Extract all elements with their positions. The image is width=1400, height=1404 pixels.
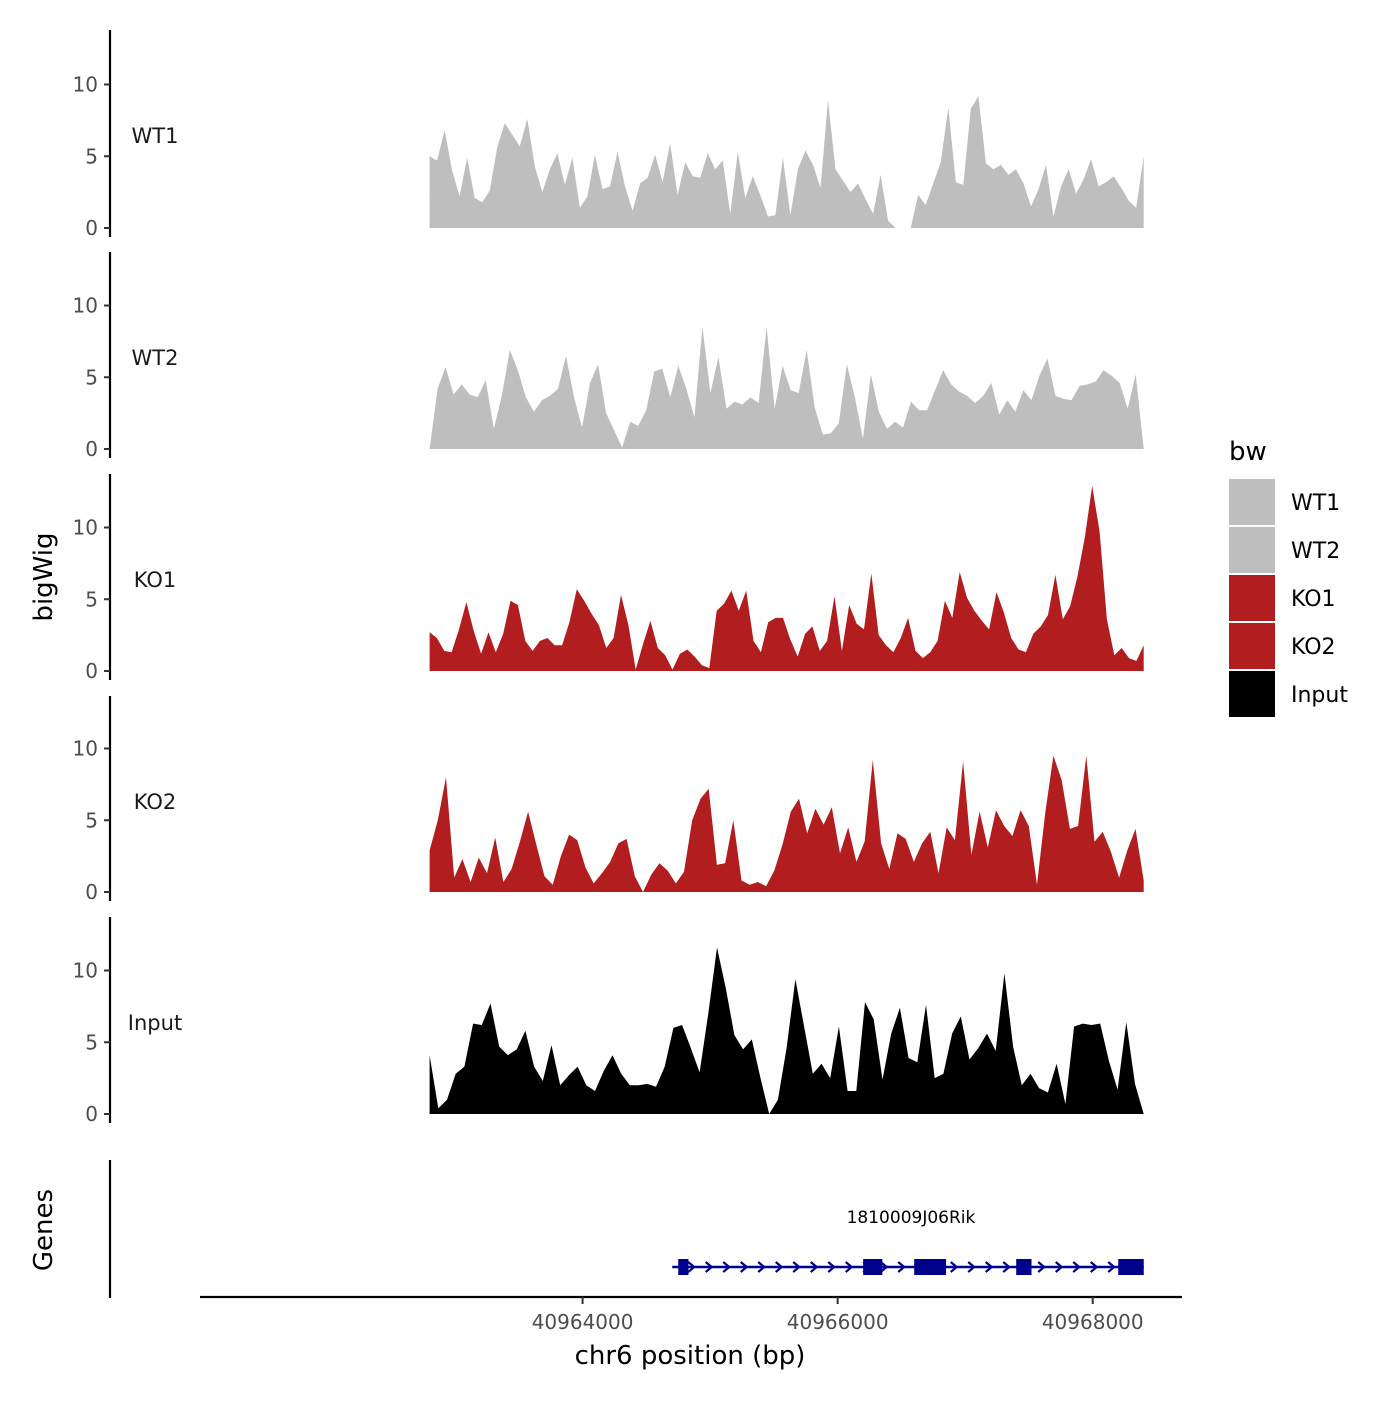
x-tick-label-1: 40966000 xyxy=(787,1310,889,1334)
y-tick-label-wt1-0: 0 xyxy=(85,216,98,240)
y-tick-label-wt1-5: 5 xyxy=(85,144,98,168)
y-tick-label-ko1-0: 0 xyxy=(85,659,98,683)
track-input: 0 5 10 Input xyxy=(73,917,1144,1126)
y-tick-label-wt1-10: 10 xyxy=(73,73,98,97)
x-tick-label-2: 40968000 xyxy=(1042,1310,1144,1334)
track-wt1: 0 5 10 WT1 xyxy=(73,30,1144,240)
track-wt2: 0 5 10 WT2 xyxy=(73,252,1144,461)
gene-track: Genes 1810009J06Rik xyxy=(29,1160,1144,1298)
legend-key-wt2 xyxy=(1229,527,1275,573)
y-tick-label-wt2-0: 0 xyxy=(85,437,98,461)
signal-area-wt2 xyxy=(429,327,1144,449)
gene-exon-5 xyxy=(1118,1259,1144,1275)
legend-label-ko2: KO2 xyxy=(1291,635,1336,660)
y-tick-label-ko2-0: 0 xyxy=(85,880,98,904)
x-axis-title: chr6 position (bp) xyxy=(575,1341,806,1371)
signal-area-ko1 xyxy=(429,485,1144,671)
genes-axis-title: Genes xyxy=(29,1189,59,1271)
legend-label-wt1: WT1 xyxy=(1291,491,1340,516)
tracks-layer: 0 5 10 WT1 0 5 10 WT2 0 5 10 KO1 0 5 10 KO2 0 5 10 Input xyxy=(73,30,1144,1126)
y-tick-label-wt2-5: 5 xyxy=(85,365,98,389)
y-tick-label-ko2-10: 10 xyxy=(73,737,98,761)
signal-area-wt1 xyxy=(429,96,1144,228)
gene-1810009j06rik: 1810009J06Rik xyxy=(672,1208,1144,1275)
legend-label-ko1: KO1 xyxy=(1291,587,1336,612)
legend-key-ko1 xyxy=(1229,575,1275,621)
track-label-input: Input xyxy=(128,1011,182,1035)
signal-area-input xyxy=(429,947,1144,1114)
legend-label-wt2: WT2 xyxy=(1291,539,1340,564)
legend-key-ko2 xyxy=(1229,623,1275,669)
track-label-ko1: KO1 xyxy=(134,568,177,592)
y-tick-label-input-5: 5 xyxy=(85,1030,98,1054)
y-tick-label-wt2-10: 10 xyxy=(73,294,98,318)
track-ko2: 0 5 10 KO2 xyxy=(73,696,1144,904)
y-tick-label-input-0: 0 xyxy=(85,1102,98,1126)
y-axis-title: bigWig xyxy=(29,532,59,621)
track-ko1: 0 5 10 KO1 xyxy=(73,474,1144,683)
y-tick-label-ko1-5: 5 xyxy=(85,587,98,611)
gene-exon-4 xyxy=(1016,1259,1032,1275)
axis-layer: bigWig 40964000 40966000 40968000 chr6 posit… xyxy=(29,532,1182,1371)
gene-exon-3 xyxy=(914,1259,947,1275)
y-tick-label-input-10: 10 xyxy=(73,959,98,983)
gene-label: 1810009J06Rik xyxy=(847,1208,976,1228)
y-tick-label-ko1-10: 10 xyxy=(73,516,98,540)
track-label-ko2: KO2 xyxy=(134,790,177,814)
legend-key-input xyxy=(1229,671,1275,717)
legend-label-input: Input xyxy=(1291,683,1348,708)
gene-exon-1 xyxy=(678,1259,689,1275)
legend-key-wt1 xyxy=(1229,479,1275,525)
track-label-wt2: WT2 xyxy=(132,346,179,370)
y-tick-label-ko2-5: 5 xyxy=(85,808,98,832)
track-label-wt1: WT1 xyxy=(132,124,179,148)
legend-title: bw xyxy=(1229,437,1267,467)
gene-exon-2 xyxy=(863,1259,883,1275)
x-tick-label-0: 40964000 xyxy=(532,1310,634,1334)
signal-area-ko2 xyxy=(429,755,1144,892)
legend: bw WT1 WT2 KO1 KO2 Input xyxy=(1229,437,1348,717)
